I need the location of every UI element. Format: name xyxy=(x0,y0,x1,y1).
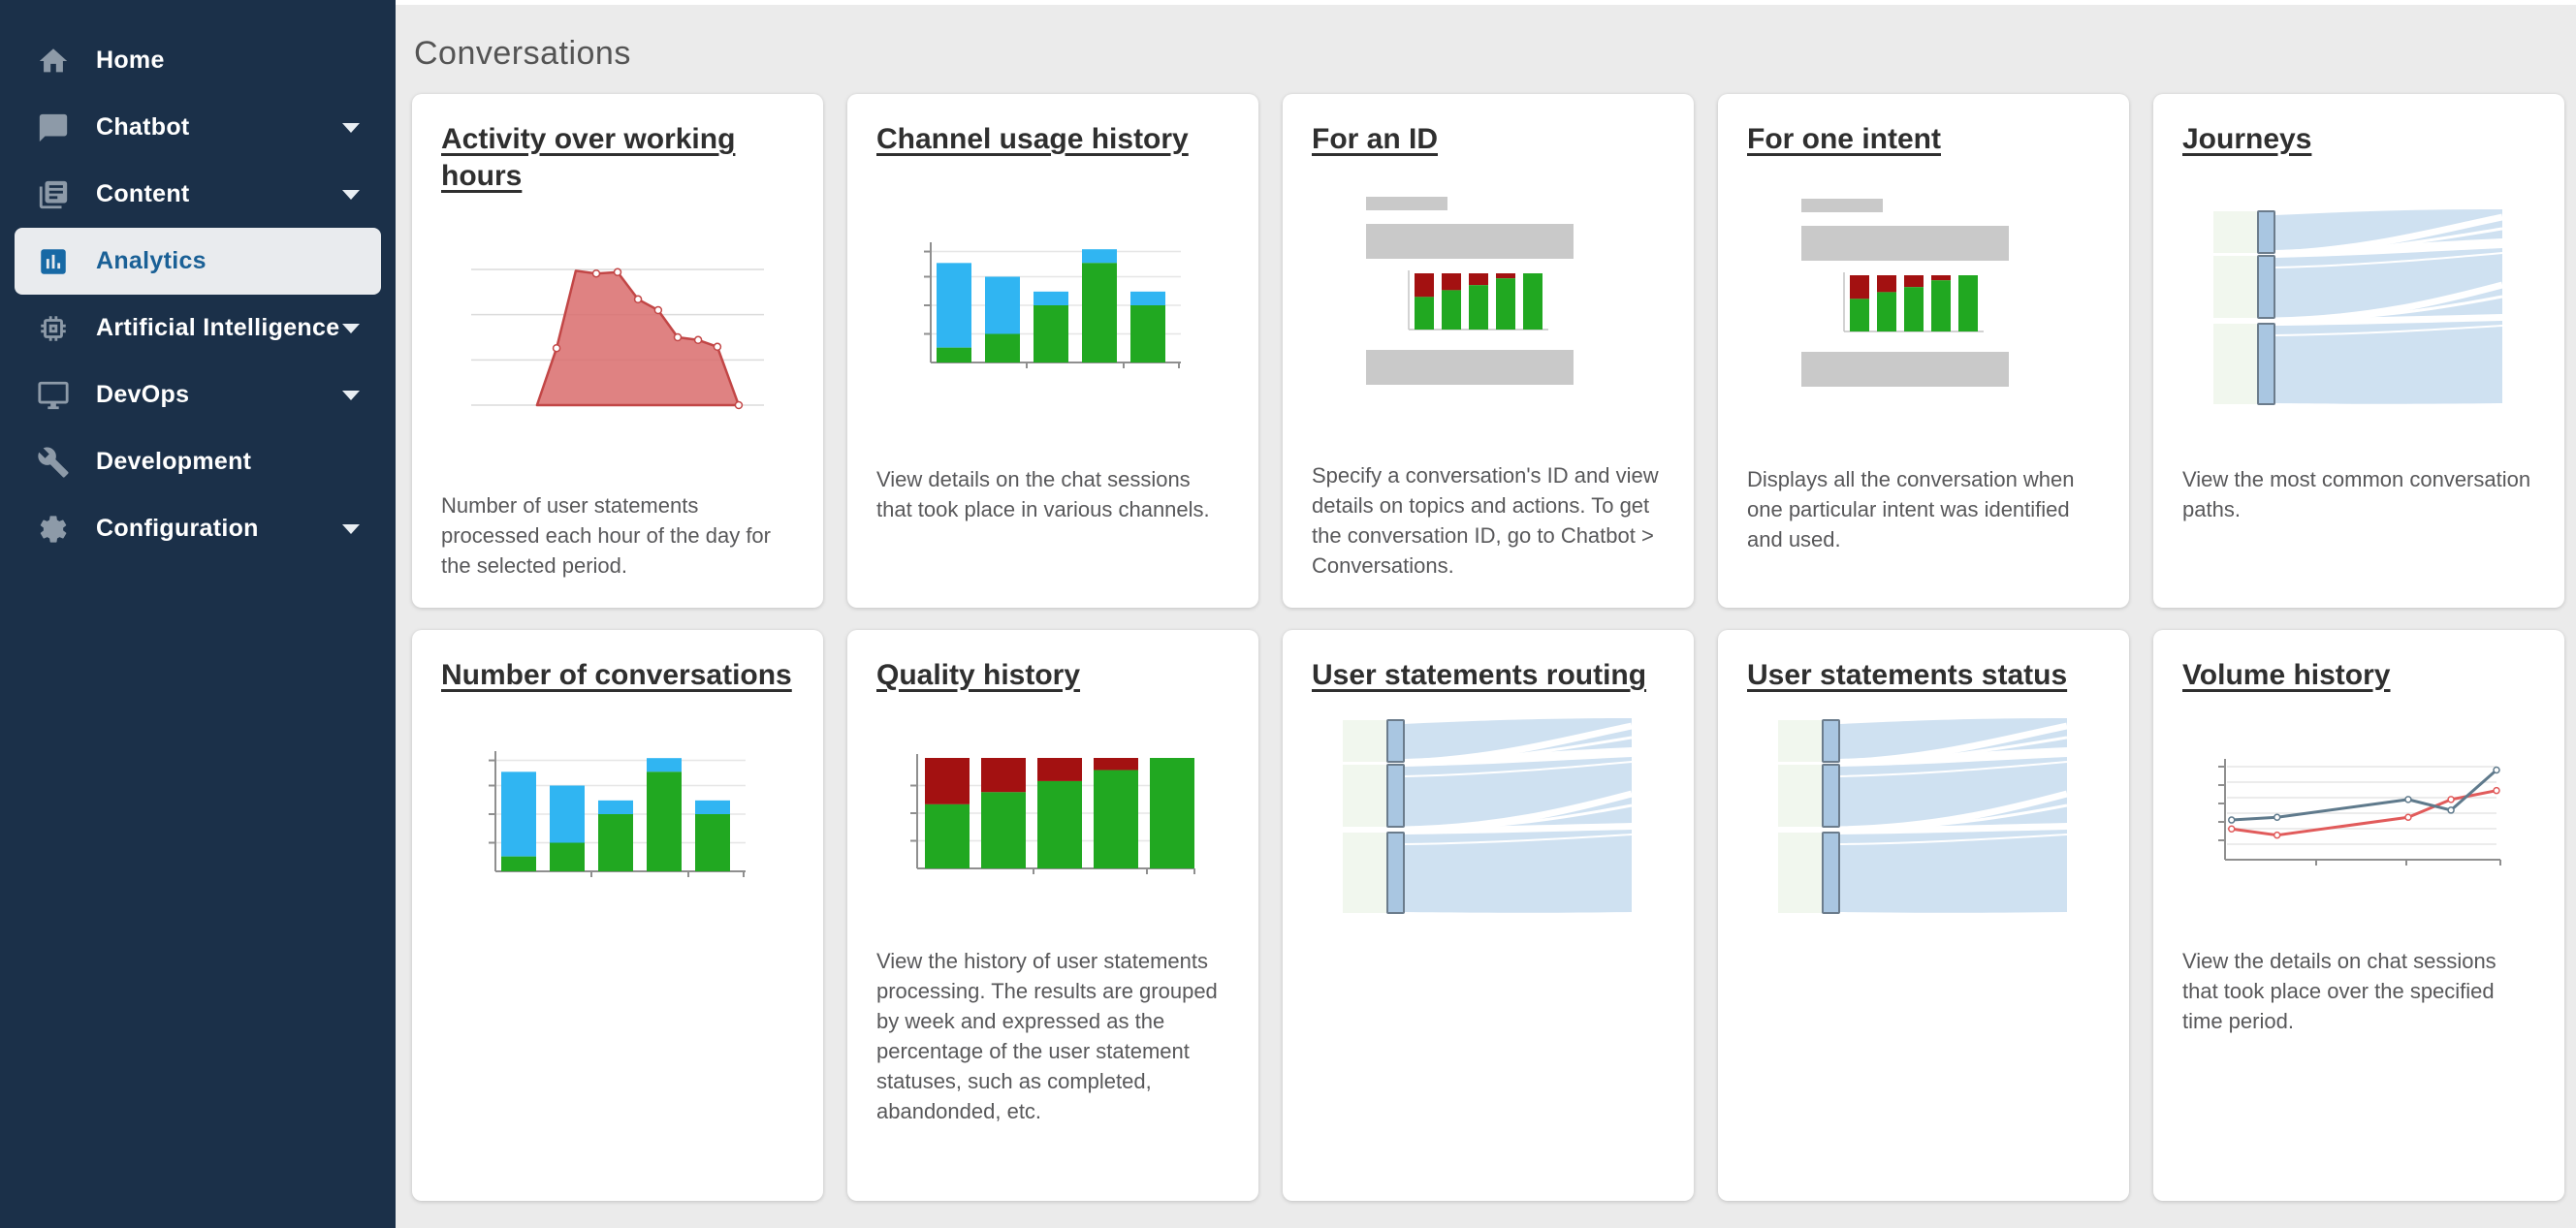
card-title-link[interactable]: Volume history xyxy=(2182,659,2391,691)
main-content: Conversations Activity over working hour… xyxy=(396,0,2576,1228)
chevron-down-icon xyxy=(342,523,360,534)
card-title-link[interactable]: User statements status xyxy=(1747,659,2068,691)
sidebar-item-label: Content xyxy=(96,180,190,207)
ai-chip-icon xyxy=(37,312,70,345)
sidebar-item-label: Home xyxy=(96,47,165,74)
devops-monitor-icon xyxy=(37,379,70,412)
card-description: View the history of user statements proc… xyxy=(876,949,1218,1123)
card-description: Specify a conversation's ID and view det… xyxy=(1312,463,1659,578)
card-description: View the details on chat sessions that t… xyxy=(2182,949,2496,1033)
card-description: View details on the chat sessions that t… xyxy=(876,467,1210,521)
card-title-link[interactable]: Activity over working hours xyxy=(441,123,736,192)
sidebar-item-home[interactable]: Home xyxy=(15,27,381,94)
sidebar-item-chatbot[interactable]: Chatbot xyxy=(15,94,381,161)
sidebar-item-artificial-intelligence[interactable]: Artificial Intelligence xyxy=(15,295,381,362)
card-activity-over-working-hours: Activity over working hours Number of us… xyxy=(412,94,823,608)
content-icon xyxy=(37,178,70,211)
chevron-down-icon xyxy=(342,122,360,133)
card-description: Number of user statements processed each… xyxy=(441,493,771,578)
home-icon xyxy=(37,45,70,78)
sidebar-item-content[interactable]: Content xyxy=(15,161,381,228)
card-number-of-conversations: Number of conversations xyxy=(412,630,823,1201)
sidebar-item-analytics[interactable]: Analytics xyxy=(15,228,381,295)
top-strip xyxy=(396,0,2576,5)
sidebar-nav: Home Chatbot Content Analytics Artificia… xyxy=(0,0,396,562)
page-title: Conversations xyxy=(414,35,631,72)
card-channel-usage-history: Channel usage history View details on th… xyxy=(847,94,1258,608)
sidebar-item-label: Artificial Intelligence xyxy=(96,314,340,341)
sidebar-item-label: Configuration xyxy=(96,515,259,542)
sidebar-item-label: DevOps xyxy=(96,381,190,408)
card-quality-history: Quality history View the history of user… xyxy=(847,630,1258,1201)
card-journeys: Journeys View the most common conversati… xyxy=(2153,94,2564,608)
card-for-an-id: For an ID Specify a conversation's ID an… xyxy=(1283,94,1694,608)
card-title-link[interactable]: Channel usage history xyxy=(876,123,1189,155)
card-thumbnail-area xyxy=(441,195,794,483)
card-description: View the most common conversation paths. xyxy=(2182,467,2531,521)
sidebar: Home Chatbot Content Analytics Artificia… xyxy=(0,0,396,1228)
card-thumbnail-pct-bars xyxy=(876,694,1229,938)
card-title-link[interactable]: Quality history xyxy=(876,659,1081,691)
sidebar-item-label: Chatbot xyxy=(96,113,190,141)
card-title-link[interactable]: Journeys xyxy=(2182,123,2312,155)
card-title-link[interactable]: For one intent xyxy=(1747,123,1941,155)
card-for-one-intent: For one intent Displays all the conversa… xyxy=(1718,94,2129,608)
card-thumbnail-sankey xyxy=(2182,158,2535,457)
configuration-gear-icon xyxy=(37,513,70,546)
card-title-link[interactable]: For an ID xyxy=(1312,123,1439,155)
chevron-down-icon xyxy=(342,323,360,333)
card-thumbnail-id-thumb xyxy=(1747,158,2100,457)
card-volume-history: Volume history View the details on chat … xyxy=(2153,630,2564,1201)
card-thumbnail-id-thumb xyxy=(1312,158,1665,453)
chevron-down-icon xyxy=(342,189,360,200)
card-thumbnail-stacked-bars xyxy=(876,158,1229,457)
card-grid: Activity over working hours Number of us… xyxy=(412,94,2576,1201)
card-thumbnail-lines xyxy=(2182,694,2535,938)
card-description: Displays all the conversation when one p… xyxy=(1747,467,2075,551)
chatbot-icon xyxy=(37,111,70,144)
chevron-down-icon xyxy=(342,390,360,400)
card-user-statements-routing: User statements routing xyxy=(1283,630,1694,1201)
sidebar-item-development[interactable]: Development xyxy=(15,428,381,495)
sidebar-item-label: Development xyxy=(96,448,252,475)
sidebar-item-configuration[interactable]: Configuration xyxy=(15,495,381,562)
development-wrench-icon xyxy=(37,446,70,479)
sidebar-item-label: Analytics xyxy=(96,247,207,274)
sidebar-item-devops[interactable]: DevOps xyxy=(15,362,381,428)
card-title-link[interactable]: Number of conversations xyxy=(441,659,792,691)
card-thumbnail-sankey xyxy=(1312,694,1665,938)
analytics-icon xyxy=(37,245,70,278)
card-thumbnail-sankey xyxy=(1747,694,2100,938)
card-user-statements-status: User statements status xyxy=(1718,630,2129,1201)
card-title-link[interactable]: User statements routing xyxy=(1312,659,1647,691)
card-thumbnail-stacked-bars xyxy=(441,694,794,938)
